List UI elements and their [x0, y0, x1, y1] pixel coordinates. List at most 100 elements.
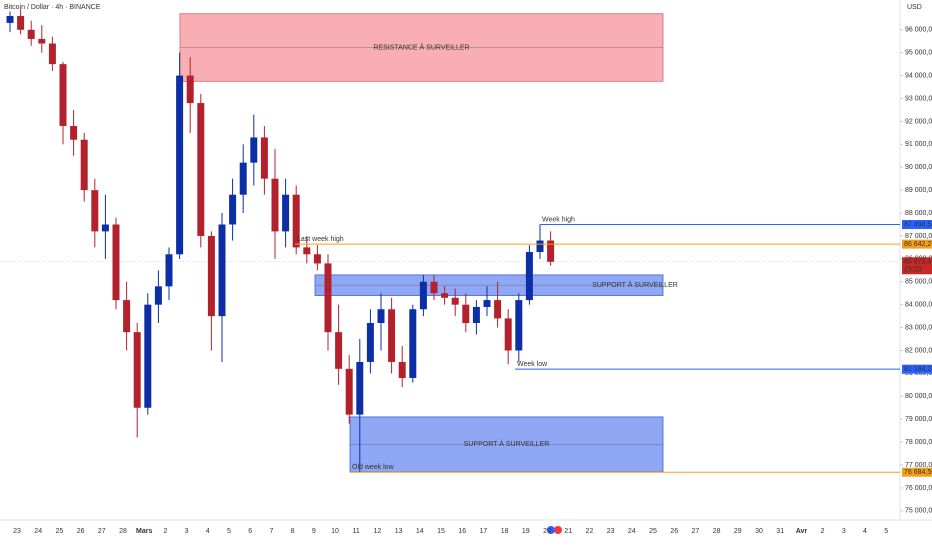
- price-tag-label: 87 498,54: [904, 221, 932, 228]
- y-tick-label: 75 000,00: [905, 508, 932, 515]
- x-tick-label: 4: [863, 528, 867, 535]
- x-tick-label: Avr: [796, 528, 808, 535]
- y-tick-label: 76 000,00: [905, 485, 932, 492]
- x-tick-label: 25: [56, 528, 64, 535]
- candle-body: [27, 29, 35, 39]
- candle-body: [218, 224, 226, 317]
- candle-body: [229, 194, 237, 225]
- price-tag: [902, 467, 932, 477]
- y-tick-label: 80 000,00: [905, 393, 932, 400]
- candle-body: [101, 224, 109, 232]
- price-tag: [902, 364, 932, 374]
- x-tick-label: 26: [670, 528, 678, 535]
- candle-body: [197, 103, 205, 236]
- candle-body: [494, 300, 502, 319]
- candle-body: [144, 304, 152, 408]
- x-tick-label: 18: [501, 528, 509, 535]
- candle-body: [38, 38, 46, 44]
- x-tick-label: 23: [607, 528, 615, 535]
- candle-body: [324, 263, 332, 333]
- candle-body: [282, 194, 290, 232]
- x-tick-label: 15: [437, 528, 445, 535]
- candle-body: [176, 75, 184, 255]
- zone-label: RESISTANCE À SURVEILLER: [373, 42, 469, 51]
- candle-body: [239, 162, 247, 195]
- price-tag-label: 85 873,44: [904, 259, 932, 266]
- candle-body: [388, 309, 396, 362]
- x-tick-label: 21: [564, 528, 572, 535]
- candle-body: [525, 251, 533, 301]
- candle-body: [441, 293, 449, 298]
- candle-body: [112, 224, 120, 301]
- countdown: 23:23: [904, 267, 922, 274]
- y-tick-label: 91 000,00: [905, 141, 932, 148]
- x-tick-label: 13: [395, 528, 403, 535]
- candle-body: [335, 332, 343, 369]
- y-tick-label: 94 000,00: [905, 72, 932, 79]
- candle-body: [345, 368, 353, 415]
- candle-body: [250, 137, 258, 163]
- y-tick-label: 82 000,00: [905, 347, 932, 354]
- y-tick-label: 77 000,00: [905, 462, 932, 469]
- price-tag-label: 76 684,56: [904, 469, 932, 476]
- x-tick-label: 30: [755, 528, 763, 535]
- candle-body: [165, 254, 173, 287]
- candle-body: [59, 64, 67, 126]
- candle-body: [515, 300, 523, 351]
- y-tick-label: 83 000,00: [905, 324, 932, 331]
- x-tick-label: 7: [269, 528, 273, 535]
- x-tick-label: 5: [884, 528, 888, 535]
- candle-body: [409, 309, 417, 378]
- candle-body: [271, 178, 279, 232]
- zone-label: SUPPORT À SURVEILLER: [592, 280, 678, 289]
- candle-body: [356, 361, 364, 415]
- y-tick-label: 78 000,00: [905, 439, 932, 446]
- level-name: Last week high: [297, 236, 344, 243]
- x-tick-label: 6: [248, 528, 252, 535]
- x-tick-label: 16: [458, 528, 466, 535]
- candle-body: [303, 247, 311, 255]
- candle-body: [17, 16, 25, 30]
- y-tick-label: 96 000,00: [905, 27, 932, 34]
- candle-body: [207, 235, 215, 317]
- x-tick-label: 5: [227, 528, 231, 535]
- y-tick-label: 88 000,00: [905, 210, 932, 217]
- candle-body: [366, 322, 374, 362]
- candle-body: [377, 309, 385, 323]
- x-tick-label: 11: [353, 528, 360, 535]
- y-tick-label: 92 000,00: [905, 118, 932, 125]
- event-icon[interactable]: [547, 526, 555, 534]
- y-tick-label: 84 000,00: [905, 302, 932, 309]
- candle-body: [154, 286, 162, 305]
- x-tick-label: 19: [522, 528, 530, 535]
- candle-body: [123, 300, 131, 333]
- x-tick-label: 14: [416, 528, 424, 535]
- x-tick-label: 20: [543, 528, 551, 535]
- price-tag: [902, 257, 932, 275]
- candle-body: [536, 240, 544, 252]
- x-tick-label: 3: [842, 528, 846, 535]
- zone-label: SUPPORT À SURVEILLER: [464, 439, 550, 448]
- x-tick-label: 28: [713, 528, 721, 535]
- event-icon[interactable]: [554, 526, 562, 534]
- level-name: Old week low: [352, 464, 395, 471]
- x-tick-label: 2: [821, 528, 825, 535]
- candle-body: [186, 75, 194, 104]
- x-tick-label: 24: [34, 528, 42, 535]
- candle-body: [419, 281, 427, 310]
- y-tick-label: 93 000,00: [905, 95, 932, 102]
- x-tick-label: 10: [331, 528, 339, 535]
- candle-body: [430, 281, 438, 294]
- x-tick-label: 25: [649, 528, 657, 535]
- price-tag: [902, 220, 932, 230]
- x-tick-label: 12: [374, 528, 382, 535]
- candle-body: [504, 318, 512, 351]
- candle-body: [462, 304, 470, 323]
- candle-body: [483, 300, 491, 307]
- x-tick-label: 26: [77, 528, 85, 535]
- x-tick-label: 23: [13, 528, 21, 535]
- candle-body: [313, 254, 321, 264]
- x-tick-label: 17: [480, 528, 488, 535]
- level-name: Week low: [517, 361, 548, 368]
